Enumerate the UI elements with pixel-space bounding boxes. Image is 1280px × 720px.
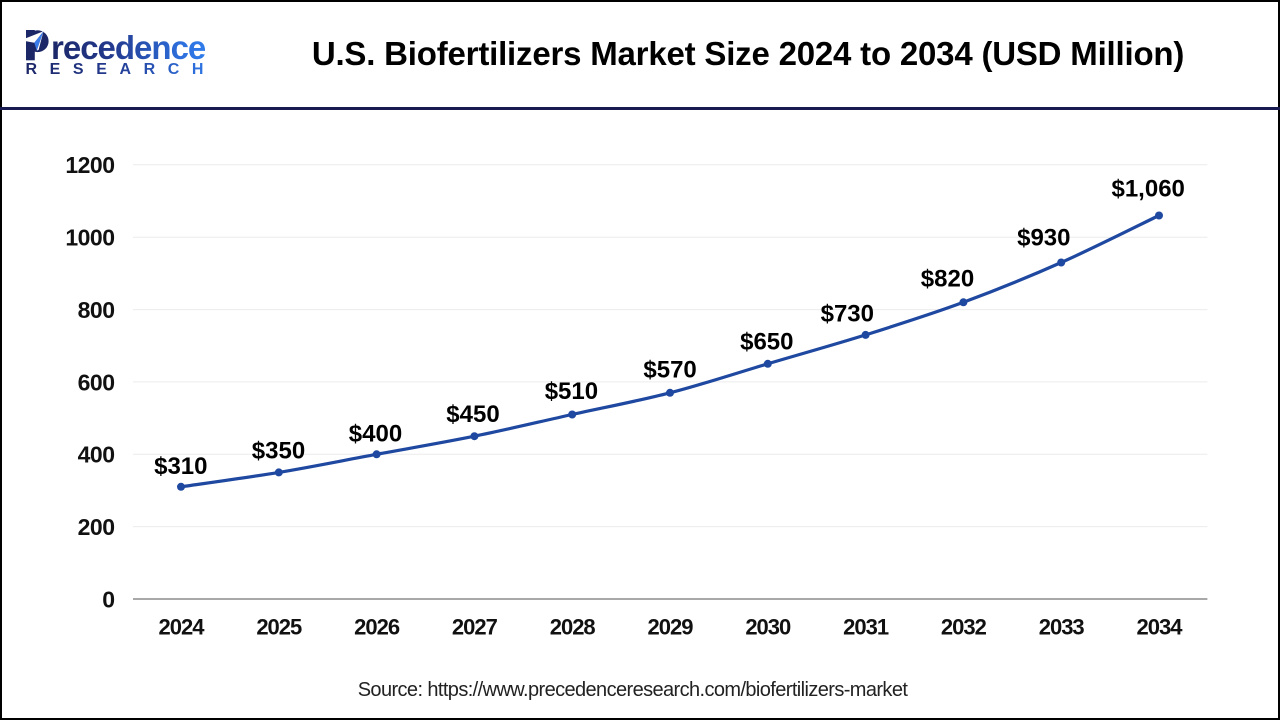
svg-text:$450: $450 xyxy=(446,401,499,428)
svg-text:2029: 2029 xyxy=(648,614,694,639)
svg-text:$730: $730 xyxy=(821,300,874,327)
svg-text:$930: $930 xyxy=(1017,224,1070,251)
svg-text:2024: 2024 xyxy=(159,614,206,639)
svg-text:2034: 2034 xyxy=(1137,614,1184,639)
svg-text:400: 400 xyxy=(78,442,115,468)
svg-text:1200: 1200 xyxy=(65,152,114,178)
svg-text:1000: 1000 xyxy=(65,225,114,251)
svg-text:$310: $310 xyxy=(154,453,207,480)
svg-text:$400: $400 xyxy=(349,421,402,448)
svg-text:2031: 2031 xyxy=(843,614,889,639)
svg-text:2033: 2033 xyxy=(1039,614,1085,639)
svg-text:$820: $820 xyxy=(921,266,974,293)
svg-text:$650: $650 xyxy=(740,329,793,356)
svg-text:$1,060: $1,060 xyxy=(1111,175,1184,202)
svg-text:2026: 2026 xyxy=(354,614,400,639)
svg-text:2025: 2025 xyxy=(256,614,302,639)
svg-text:0: 0 xyxy=(102,586,114,612)
svg-text:800: 800 xyxy=(78,297,115,323)
svg-text:2030: 2030 xyxy=(745,614,791,639)
svg-text:200: 200 xyxy=(78,514,115,540)
svg-text:$570: $570 xyxy=(643,356,696,383)
svg-text:600: 600 xyxy=(78,369,115,395)
svg-text:$350: $350 xyxy=(252,438,305,465)
svg-text:$510: $510 xyxy=(545,378,598,405)
svg-text:2028: 2028 xyxy=(550,614,596,639)
svg-text:2032: 2032 xyxy=(941,614,987,639)
svg-text:2027: 2027 xyxy=(452,614,498,639)
